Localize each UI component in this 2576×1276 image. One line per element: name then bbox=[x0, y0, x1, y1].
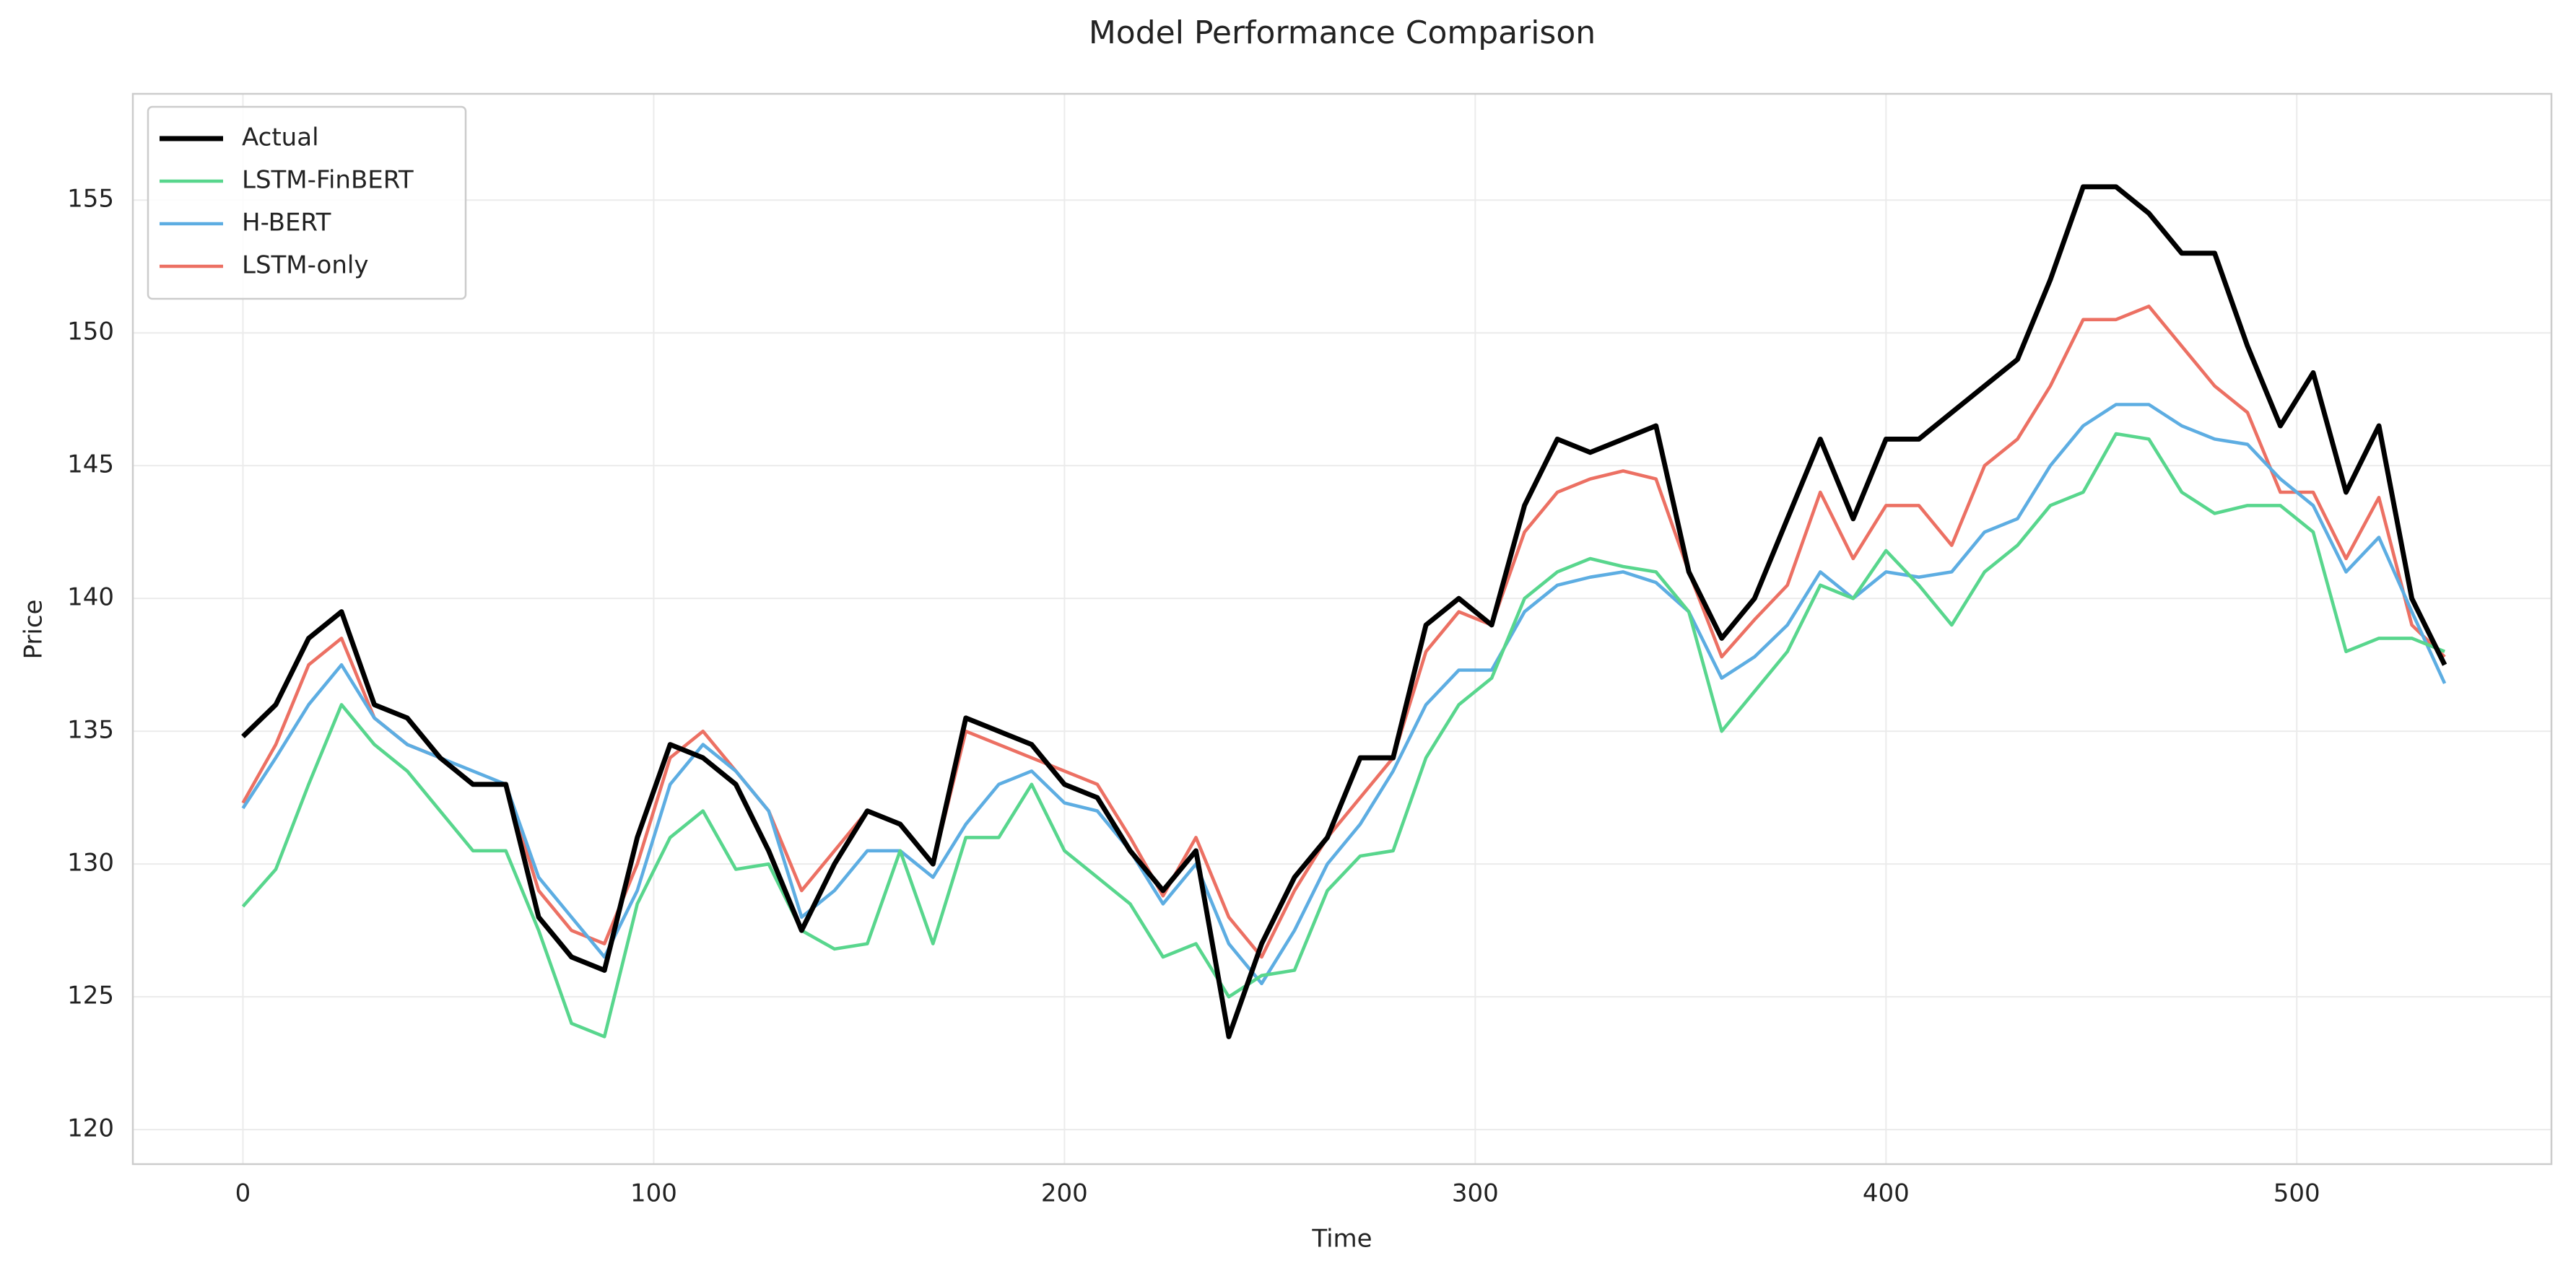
y-tick-label: 125 bbox=[67, 982, 114, 1010]
y-tick-label: 145 bbox=[67, 450, 114, 479]
legend-label: LSTM-FinBERT bbox=[242, 166, 414, 195]
series-line bbox=[241, 432, 2445, 1039]
x-axis-label: Time bbox=[1311, 1225, 1372, 1254]
series-line bbox=[241, 184, 2447, 1039]
x-tick-label: 200 bbox=[1041, 1179, 1088, 1208]
plot-frame bbox=[131, 92, 2553, 1166]
x-tick-label: 400 bbox=[1863, 1179, 1910, 1208]
y-tick-label: 140 bbox=[67, 583, 114, 612]
x-tick-label: 0 bbox=[235, 1179, 251, 1208]
x-tick-label: 300 bbox=[1452, 1179, 1499, 1208]
chart-title: Model Performance Comparison bbox=[1089, 14, 1596, 51]
y-tick-label: 155 bbox=[67, 185, 114, 214]
legend-label: H-BERT bbox=[242, 209, 331, 237]
series-line bbox=[241, 403, 2447, 986]
series-line bbox=[241, 305, 2446, 959]
x-tick-label: 100 bbox=[630, 1179, 677, 1208]
legend-label: Actual bbox=[242, 123, 319, 152]
y-tick-label: 120 bbox=[67, 1114, 114, 1143]
y-tick-label: 130 bbox=[67, 849, 114, 878]
y-axis-label: Price bbox=[19, 600, 48, 660]
y-tick-label: 135 bbox=[67, 716, 114, 745]
legend-box bbox=[147, 105, 467, 300]
x-tick-label: 500 bbox=[2273, 1179, 2320, 1208]
legend-label: LSTM-only bbox=[242, 251, 368, 280]
y-tick-label: 150 bbox=[67, 318, 114, 346]
